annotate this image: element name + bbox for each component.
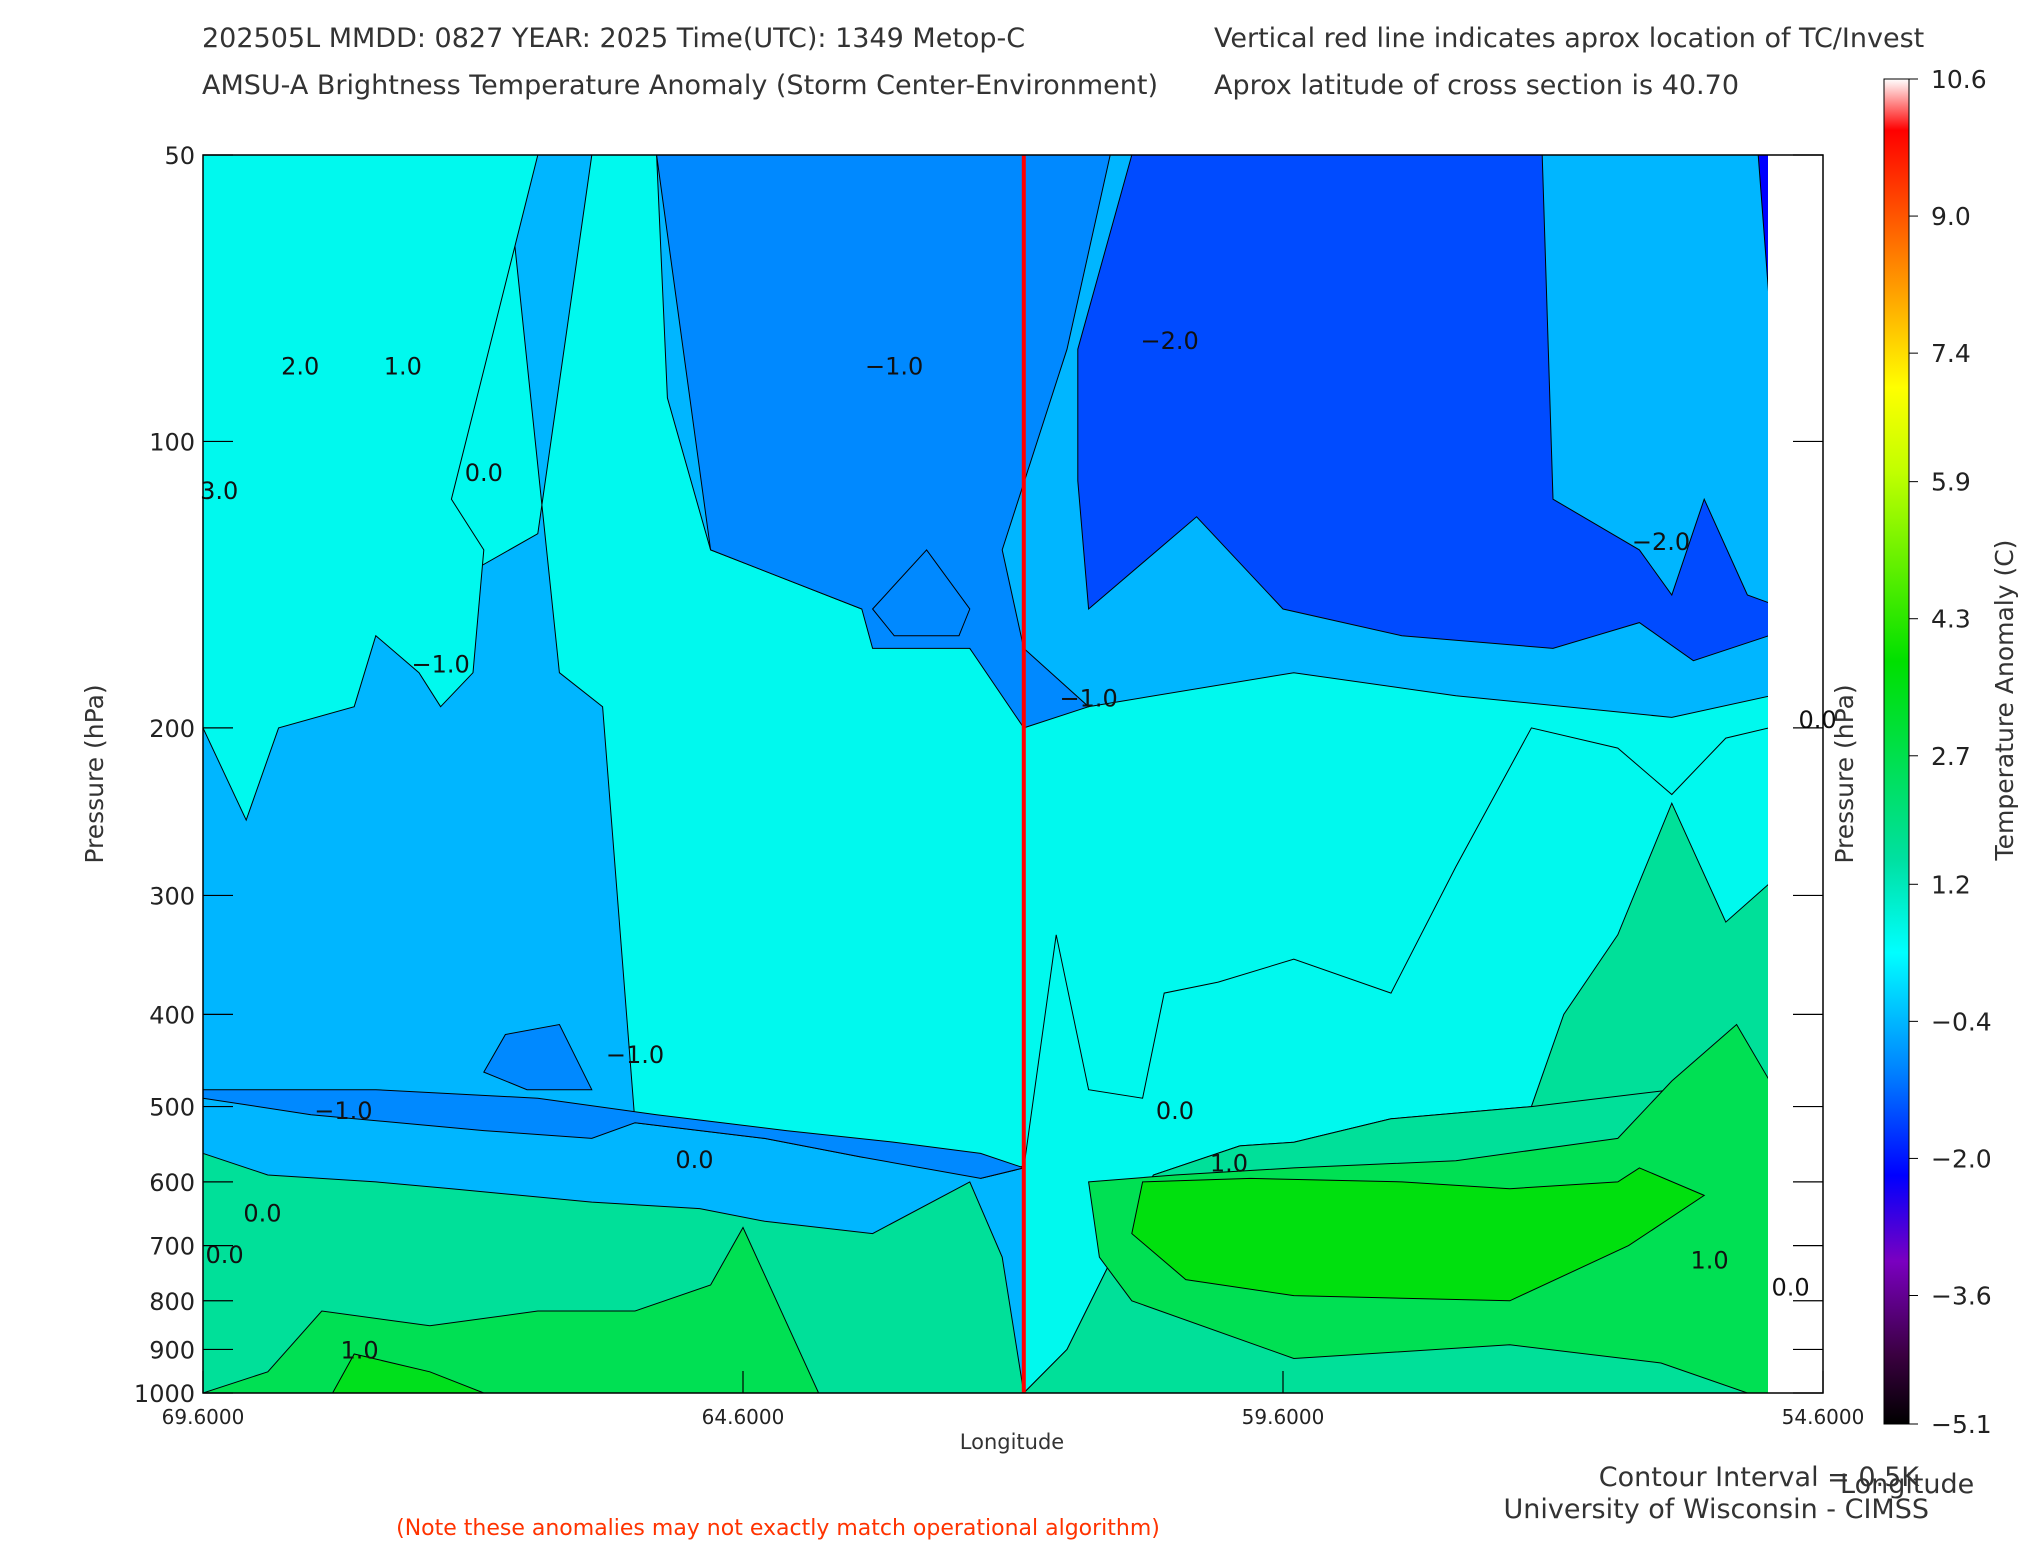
colorbar-tick-label-4: 4.3 bbox=[1931, 605, 1971, 634]
contour-label-14: 1.0 bbox=[1210, 1149, 1248, 1177]
contour-label-7: −1.0 bbox=[1059, 685, 1117, 713]
colorbar-tick-label-3: 5.9 bbox=[1931, 468, 1971, 497]
contour-label-9: 0.0 bbox=[1799, 706, 1837, 734]
contour-label-4: −1.0 bbox=[411, 651, 469, 679]
contour-region-14 bbox=[871, 549, 971, 637]
left-tick-label-8: 800 bbox=[149, 1288, 195, 1316]
institution: University of Wisconsin - CIMSS bbox=[1503, 1494, 1929, 1525]
contour-label-12: 0.0 bbox=[675, 1146, 713, 1174]
left-tick-label-2: 200 bbox=[149, 715, 195, 743]
header-line2-left: AMSU-A Brightness Temperature Anomaly (S… bbox=[202, 70, 1158, 101]
contour-label-10: −1.0 bbox=[606, 1041, 664, 1069]
colorbar bbox=[1883, 78, 1910, 1425]
colorbar-tick-label-5: 2.7 bbox=[1931, 742, 1971, 771]
y-axis-label-right: Pressure (hPa) bbox=[1830, 684, 1859, 863]
contour-region-10 bbox=[1131, 1167, 1706, 1302]
colorbar-ticks: 10.6 9.0 7.4 5.9 4.3 2.7 1.2 −0.4 −2.0 −3.6 −5.1 bbox=[1909, 65, 1992, 1439]
header-line1-left: 202505L MMDD: 0827 YEAR: 2025 Time(UTC):… bbox=[202, 23, 1025, 54]
colorbar-tick-label-6: 1.2 bbox=[1931, 870, 1971, 899]
left-tick-label-3: 300 bbox=[149, 882, 195, 910]
left-tick-label-6: 600 bbox=[149, 1169, 195, 1197]
colorbar-tick-label-2: 7.4 bbox=[1931, 339, 1971, 368]
longitude-axis: 69.6000 64.6000 59.6000 54.6000 bbox=[162, 1371, 1865, 1429]
contour-fill-regions bbox=[203, 155, 1768, 1393]
left-tick-label-0: 50 bbox=[164, 142, 195, 170]
left-tick-label-9: 900 bbox=[149, 1336, 195, 1364]
contour-region-2 bbox=[203, 155, 539, 822]
left-tick-label-4: 400 bbox=[149, 1001, 195, 1029]
left-tick-label-7: 700 bbox=[149, 1233, 195, 1261]
colorbar-tick-label-7: −0.4 bbox=[1931, 1007, 1992, 1036]
contour-label-0: 2.0 bbox=[281, 352, 319, 380]
left-tick-label-5: 500 bbox=[149, 1094, 195, 1122]
contour-label-15: 0.0 bbox=[243, 1199, 281, 1227]
left-tick-label-1: 100 bbox=[149, 428, 195, 456]
header-line2-right: Aprox latitude of cross section is 40.70 bbox=[1214, 70, 1739, 101]
x-tick-label-1: 64.6000 bbox=[702, 1405, 785, 1429]
contour-label-13: 0.0 bbox=[1156, 1097, 1194, 1125]
contour-region-12 bbox=[1725, 155, 1768, 292]
colorbar-tick-label-8: −2.0 bbox=[1931, 1144, 1992, 1173]
contour-label-8: −2.0 bbox=[1632, 528, 1690, 556]
contour-label-19: 1.0 bbox=[341, 1337, 379, 1365]
x-tick-label-0: 69.6000 bbox=[162, 1405, 245, 1429]
contour-region-7 bbox=[203, 1226, 820, 1393]
x-axis-label: Longitude bbox=[960, 1430, 1064, 1454]
contour-label-11: −1.0 bbox=[314, 1097, 372, 1125]
x-tick-label-3: 54.6000 bbox=[1782, 1405, 1865, 1429]
contour-labels: 2.0 1.0 3.0 0.0 −1.0 −1.0 −2.0 −1.0 −2.0 0.0 −1.0 −… bbox=[200, 327, 1837, 1364]
plot-frame bbox=[202, 154, 1824, 1394]
operational-note: (Note these anomalies may not exactly ma… bbox=[396, 1516, 1160, 1541]
header-line1-right: Vertical red line indicates aprox locati… bbox=[1214, 23, 1924, 54]
contour-label-5: −1.0 bbox=[865, 352, 923, 380]
contour-label-6: −2.0 bbox=[1140, 327, 1198, 355]
contour-label-1: 1.0 bbox=[384, 352, 422, 380]
colorbar-tick-label-1: 9.0 bbox=[1931, 202, 1971, 231]
contour-region-11 bbox=[1077, 155, 1768, 662]
contour-region-9 bbox=[332, 1353, 484, 1393]
left-pressure-axis: 50 100 200 300 400 500 600 700 800 900 1000 bbox=[134, 142, 233, 1408]
contour-label-3: 0.0 bbox=[465, 459, 503, 487]
colorbar-tick-label-0: 10.6 bbox=[1931, 65, 1987, 94]
left-tick-label-10: 1000 bbox=[134, 1380, 195, 1408]
colorbar-label: Temperature Anomaly (C) bbox=[1990, 540, 2019, 862]
contour-interval: Contour Interval = 0.5K bbox=[1599, 1462, 1921, 1493]
y-axis-label-left: Pressure (hPa) bbox=[80, 684, 109, 863]
contour-region-15 bbox=[483, 1023, 593, 1091]
contour-label-2: 3.0 bbox=[200, 477, 238, 505]
contour-label-17: 1.0 bbox=[1691, 1247, 1729, 1275]
x-tick-label-2: 59.6000 bbox=[1242, 1405, 1325, 1429]
extra-longitude-label: Longitude bbox=[1840, 1469, 1974, 1500]
contour-label-18: 0.0 bbox=[1772, 1274, 1810, 1302]
colorbar-tick-label-9: −3.6 bbox=[1931, 1281, 1992, 1310]
right-pressure-axis bbox=[1793, 154, 1823, 1394]
contour-region-13 bbox=[656, 155, 1111, 729]
colorbar-tick-label-10: −5.1 bbox=[1931, 1410, 1992, 1439]
